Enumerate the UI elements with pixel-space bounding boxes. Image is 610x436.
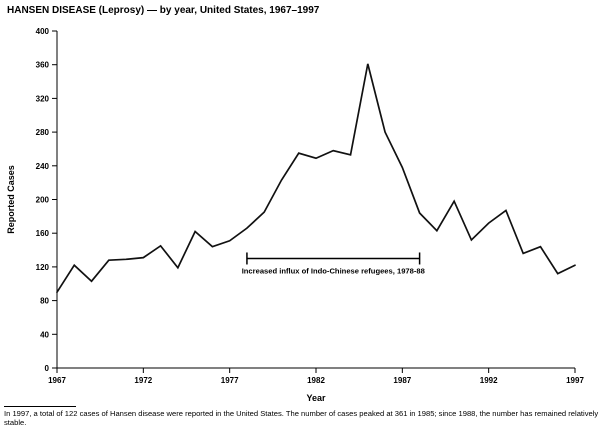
- y-tick-label: 200: [36, 196, 50, 205]
- x-tick-label: 1992: [480, 376, 498, 385]
- y-tick-label: 80: [40, 297, 49, 306]
- x-tick-label: 1977: [221, 376, 239, 385]
- data-series-line: [56, 63, 576, 294]
- axes: 0 40 80 120 160 200 240 280 320 360 400 1967 1972 197…: [36, 27, 585, 385]
- x-tick-label: 1997: [566, 376, 584, 385]
- x-tick-label: 1987: [393, 376, 411, 385]
- footnote-text: In 1997, a total of 122 cases of Hansen …: [4, 409, 599, 428]
- x-tick-label: 1982: [307, 376, 325, 385]
- footnote-rule: [4, 406, 76, 407]
- x-tick-label: 1972: [134, 376, 152, 385]
- y-tick-label: 240: [36, 162, 50, 171]
- annotation-label: Increased influx of Indo-Chinese refugee…: [242, 266, 425, 275]
- y-tick-label: 400: [36, 27, 50, 36]
- y-axis-label: Reported Cases: [6, 165, 16, 234]
- y-tick-label: 120: [36, 263, 50, 272]
- y-tick-label: 160: [36, 229, 50, 238]
- reported-cases-line: [56, 63, 576, 294]
- annotation-bracket: [246, 252, 421, 265]
- y-tick-label: 320: [36, 94, 50, 103]
- footnote: In 1997, a total of 122 cases of Hansen …: [4, 406, 606, 428]
- y-tick-label: 40: [40, 330, 49, 339]
- chart-title: HANSEN DISEASE (Leprosy) — by year, Unit…: [7, 5, 320, 16]
- x-axis-label: Year: [306, 393, 326, 403]
- y-tick-label: 360: [36, 61, 50, 70]
- y-tick-label: 280: [36, 128, 50, 137]
- x-tick-label: 1967: [48, 376, 66, 385]
- y-tick-label: 0: [45, 364, 50, 373]
